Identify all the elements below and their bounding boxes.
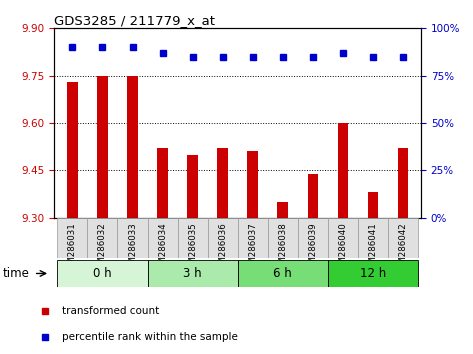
FancyBboxPatch shape xyxy=(148,260,238,287)
Text: GSM286042: GSM286042 xyxy=(398,223,407,275)
Text: GSM286041: GSM286041 xyxy=(368,223,377,275)
FancyBboxPatch shape xyxy=(388,218,418,258)
Bar xyxy=(97,76,108,218)
Text: GSM286035: GSM286035 xyxy=(188,223,197,275)
Text: GSM286038: GSM286038 xyxy=(278,223,287,275)
FancyBboxPatch shape xyxy=(268,218,298,258)
FancyBboxPatch shape xyxy=(88,218,117,258)
Bar xyxy=(158,148,168,218)
Bar xyxy=(218,148,228,218)
Text: 6 h: 6 h xyxy=(273,267,292,280)
Bar xyxy=(307,173,318,218)
FancyBboxPatch shape xyxy=(238,260,328,287)
FancyBboxPatch shape xyxy=(208,218,238,258)
Text: 3 h: 3 h xyxy=(184,267,202,280)
Text: GSM286040: GSM286040 xyxy=(338,223,347,275)
Text: GSM286032: GSM286032 xyxy=(98,223,107,275)
Text: GSM286034: GSM286034 xyxy=(158,223,167,275)
Text: percentile rank within the sample: percentile rank within the sample xyxy=(62,332,238,342)
Text: GSM286036: GSM286036 xyxy=(218,223,227,275)
Text: GSM286037: GSM286037 xyxy=(248,223,257,275)
Text: GDS3285 / 211779_x_at: GDS3285 / 211779_x_at xyxy=(54,14,215,27)
Bar xyxy=(67,82,78,218)
FancyBboxPatch shape xyxy=(117,218,148,258)
FancyBboxPatch shape xyxy=(57,260,148,287)
FancyBboxPatch shape xyxy=(148,218,177,258)
Text: GSM286039: GSM286039 xyxy=(308,223,317,275)
Text: 12 h: 12 h xyxy=(360,267,386,280)
FancyBboxPatch shape xyxy=(328,260,418,287)
FancyBboxPatch shape xyxy=(57,218,88,258)
Bar xyxy=(187,155,198,218)
Bar xyxy=(398,148,408,218)
Bar xyxy=(127,76,138,218)
Text: GSM286033: GSM286033 xyxy=(128,223,137,275)
FancyBboxPatch shape xyxy=(328,218,358,258)
Bar xyxy=(368,193,378,218)
Bar xyxy=(247,152,258,218)
FancyBboxPatch shape xyxy=(298,218,328,258)
FancyBboxPatch shape xyxy=(358,218,388,258)
FancyBboxPatch shape xyxy=(238,218,268,258)
Bar xyxy=(338,123,348,218)
Text: transformed count: transformed count xyxy=(62,306,160,316)
Text: 0 h: 0 h xyxy=(93,267,112,280)
Text: time: time xyxy=(3,267,30,280)
Text: GSM286031: GSM286031 xyxy=(68,223,77,275)
Bar xyxy=(278,202,288,218)
FancyBboxPatch shape xyxy=(177,218,208,258)
